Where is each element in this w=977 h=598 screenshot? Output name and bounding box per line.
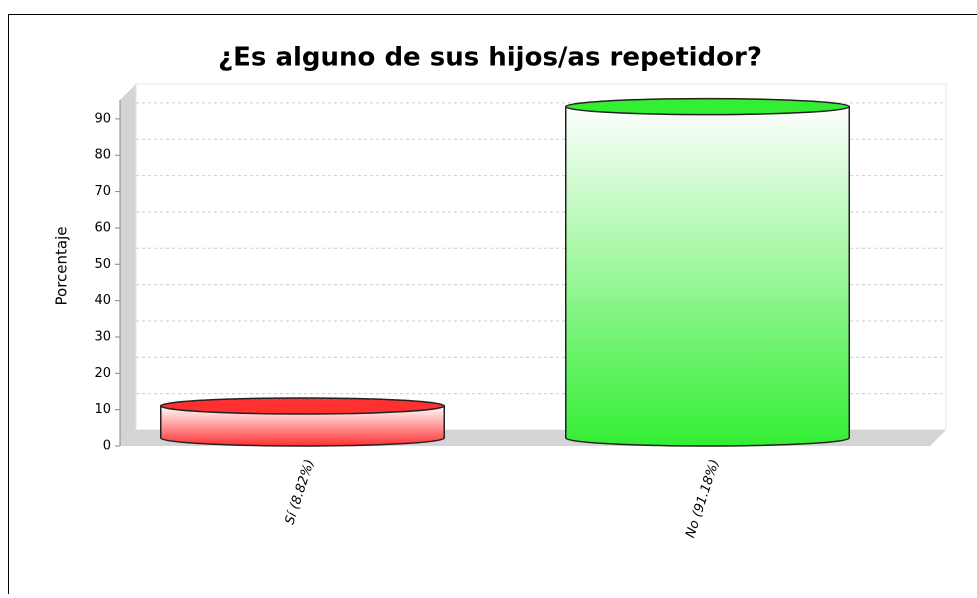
bar-top xyxy=(161,398,445,414)
y-tick-label: 40 xyxy=(94,293,111,308)
left-wall xyxy=(120,84,136,446)
y-tick-label: 90 xyxy=(94,111,111,126)
bar-top xyxy=(566,99,850,115)
y-tick-label: 80 xyxy=(94,148,111,163)
bar xyxy=(566,107,850,446)
y-tick-label: 0 xyxy=(103,439,111,454)
chart-title: ¿Es alguno de sus hijos/as repetidor? xyxy=(218,43,762,73)
y-tick-label: 70 xyxy=(94,184,111,199)
y-axis-label: Porcentaje xyxy=(53,227,71,306)
y-tick-label: 60 xyxy=(94,220,111,235)
y-tick-label: 30 xyxy=(94,329,111,344)
y-tick-label: 50 xyxy=(94,257,111,272)
y-tick-label: 20 xyxy=(94,366,111,381)
y-tick-label: 10 xyxy=(94,402,111,417)
